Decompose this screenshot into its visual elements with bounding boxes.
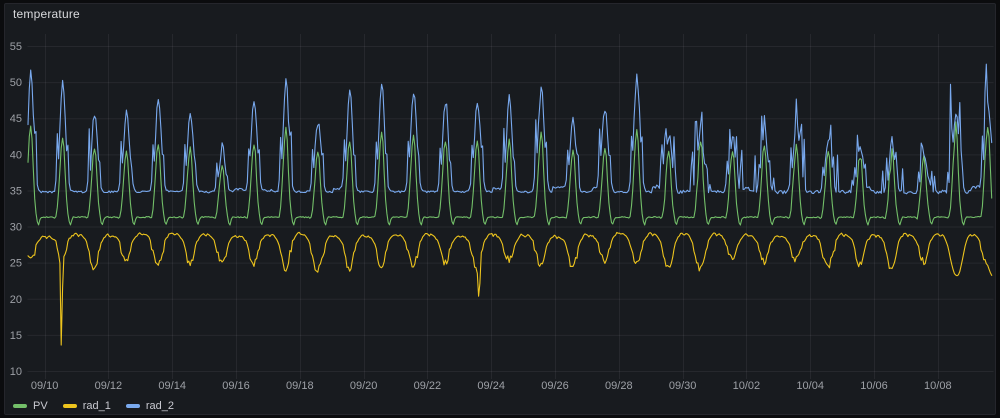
legend-item-rad_1[interactable]: rad_1 — [63, 399, 111, 413]
x-tick-label: 09/20 — [350, 380, 378, 392]
legend-label: rad_1 — [83, 399, 111, 413]
x-tick-label: 09/26 — [541, 380, 569, 392]
dashboard-page: { "panel": { "title": "temperature", "ba… — [0, 0, 1000, 418]
legend-item-PV[interactable]: PV — [13, 399, 48, 413]
x-tick-label: 09/24 — [477, 380, 505, 392]
legend-swatch-rad_1 — [63, 404, 77, 408]
x-tick-label: 09/18 — [286, 380, 314, 392]
x-tick-label: 09/30 — [669, 380, 697, 392]
y-tick-label: 30 — [10, 222, 22, 234]
legend-swatch-PV — [13, 404, 27, 408]
x-tick-label: 09/16 — [222, 380, 250, 392]
y-tick-label: 50 — [10, 77, 22, 89]
y-tick-label: 40 — [10, 149, 22, 161]
x-tick-label: 10/02 — [733, 380, 761, 392]
legend-swatch-rad_2 — [126, 404, 140, 408]
x-tick-label: 09/28 — [605, 380, 633, 392]
legend: PV rad_1 rad_2 — [13, 399, 174, 413]
x-tick-label: 10/06 — [860, 380, 888, 392]
legend-label: rad_2 — [146, 399, 174, 413]
x-tick-label: 09/22 — [414, 380, 442, 392]
y-tick-label: 20 — [10, 294, 22, 306]
chart-canvas[interactable]: 10 15 20 25 30 35 40 45 50 55 09/10 09/12 09/14 09/16… — [0, 0, 1000, 418]
panel-title[interactable]: temperature — [13, 7, 80, 21]
x-tick-label: 10/08 — [924, 380, 952, 392]
y-tick-label: 25 — [10, 258, 22, 270]
x-tick-label: 09/10 — [31, 380, 59, 392]
y-tick-label: 35 — [10, 185, 22, 197]
x-tick-label: 10/04 — [796, 380, 824, 392]
y-tick-label: 10 — [10, 366, 22, 378]
legend-label: PV — [33, 399, 48, 413]
x-tick-label: 09/14 — [158, 380, 186, 392]
y-tick-label: 15 — [10, 330, 22, 342]
y-tick-label: 55 — [10, 41, 22, 53]
legend-item-rad_2[interactable]: rad_2 — [126, 399, 174, 413]
y-tick-label: 45 — [10, 113, 22, 125]
grid — [28, 34, 994, 379]
x-tick-label: 09/12 — [95, 380, 123, 392]
